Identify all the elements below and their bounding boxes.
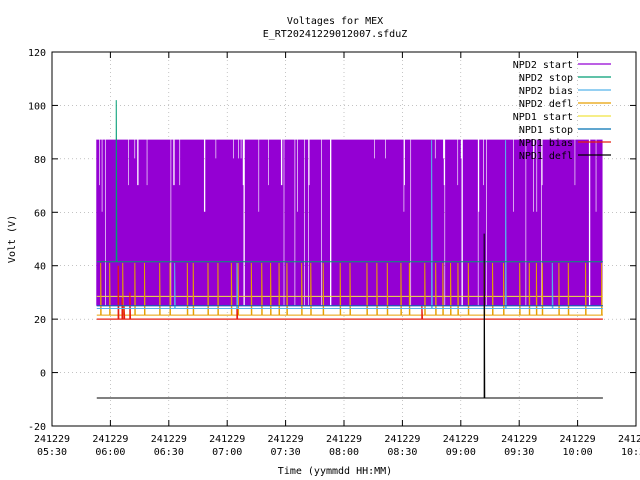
x-tick-label: 241229 bbox=[92, 434, 128, 445]
legend-label: NPD2 start bbox=[513, 60, 573, 71]
series-line bbox=[96, 100, 603, 263]
x-tick-label: 241229 bbox=[268, 434, 304, 445]
chart-title: Voltages for MEX bbox=[287, 16, 383, 27]
legend-label: NPD2 defl bbox=[519, 99, 573, 110]
x-tick-label: 06:30 bbox=[154, 447, 184, 458]
series-layer bbox=[96, 100, 603, 399]
x-tick-label: 08:00 bbox=[329, 447, 359, 458]
series-line bbox=[96, 140, 603, 309]
legend-label: NPD1 bias bbox=[519, 138, 573, 149]
x-tick-label: 05:30 bbox=[37, 447, 67, 458]
legend-label: NPD1 defl bbox=[519, 151, 573, 162]
y-tick-label: 40 bbox=[34, 262, 46, 273]
x-tick-label: 241229 bbox=[384, 434, 420, 445]
series-line bbox=[96, 263, 603, 316]
series-npd1-defl bbox=[96, 233, 603, 399]
series-line bbox=[96, 233, 603, 399]
x-tick-label: 10:00 bbox=[563, 447, 593, 458]
x-axis-ticks: 241229 05:30 241229 06:00 241229 06:30 241229 0… bbox=[34, 52, 640, 458]
y-tick-label: 100 bbox=[28, 101, 46, 112]
x-tick-label: 07:00 bbox=[212, 447, 242, 458]
x-tick-label: 241229 bbox=[443, 434, 479, 445]
y-tick-label: 120 bbox=[28, 48, 46, 59]
x-axis-label: Time (yymmdd HH:MM) bbox=[278, 466, 392, 477]
x-tick-label: 241229 bbox=[34, 434, 70, 445]
x-tick-label: 07:30 bbox=[271, 447, 301, 458]
x-tick-label: 241229 bbox=[151, 434, 187, 445]
chart-subtitle: E_RT20241229012007.sfduZ bbox=[263, 29, 408, 40]
y-axis-ticks: -20 0 20 40 60 80 100 120 bbox=[28, 48, 636, 433]
x-tick-label: 241229 bbox=[560, 434, 596, 445]
x-tick-label: 241229 bbox=[326, 434, 362, 445]
legend-label: NPD1 start bbox=[513, 112, 573, 123]
y-tick-label: 20 bbox=[34, 315, 46, 326]
series-npd2-stop bbox=[96, 100, 603, 263]
legend: NPD2 start NPD2 stop NPD2 bias NPD2 defl NPD… bbox=[513, 60, 611, 162]
x-tick-label: 241229 bbox=[501, 434, 537, 445]
series-npd2-bias bbox=[96, 140, 603, 309]
y-axis-label: Volt (V) bbox=[7, 215, 18, 263]
y-tick-label: 80 bbox=[34, 155, 46, 166]
x-tick-label: 09:00 bbox=[446, 447, 476, 458]
legend-label: NPD2 stop bbox=[519, 73, 573, 84]
y-tick-label: -20 bbox=[28, 422, 46, 433]
x-tick-label: 08:30 bbox=[387, 447, 417, 458]
series-npd2-defl bbox=[96, 263, 603, 316]
legend-label: NPD2 bias bbox=[519, 86, 573, 97]
x-tick-label: 09:30 bbox=[504, 447, 534, 458]
x-tick-label: 241229 bbox=[209, 434, 245, 445]
x-tick-label: 06:00 bbox=[95, 447, 125, 458]
y-tick-label: 60 bbox=[34, 208, 46, 219]
series-line bbox=[96, 265, 603, 320]
x-tick-label: 10:30 bbox=[621, 447, 640, 458]
y-tick-label: 0 bbox=[40, 369, 46, 380]
legend-label: NPD1 stop bbox=[519, 125, 573, 136]
x-tick-label: 241229 bbox=[618, 434, 640, 445]
series-npd1-bias bbox=[96, 265, 603, 320]
